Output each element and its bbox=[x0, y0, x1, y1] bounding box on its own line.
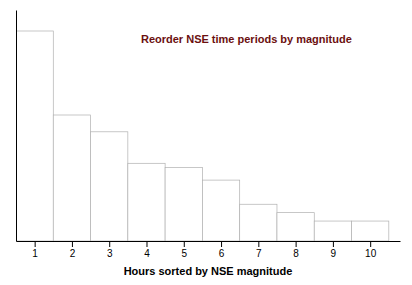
x-tick-label: 4 bbox=[144, 248, 150, 259]
x-tick-mark bbox=[146, 241, 147, 247]
x-tick: 7 bbox=[256, 241, 262, 259]
x-tick-label: 8 bbox=[293, 248, 299, 259]
bar bbox=[91, 132, 128, 241]
bars bbox=[16, 31, 389, 241]
plot-area: 1 2 3 4 5 6 7 8 9 10 Reorder NSE time periods by m… bbox=[16, 11, 401, 260]
chart-container: 1 2 3 4 5 6 7 8 9 10 Reorder NSE time periods by m… bbox=[0, 0, 412, 285]
x-tick: 10 bbox=[365, 241, 377, 259]
x-tick: 4 bbox=[144, 241, 150, 259]
chart-svg: 1 2 3 4 5 6 7 8 9 10 Reorder NSE time periods by m… bbox=[0, 0, 412, 285]
x-tick-mark bbox=[109, 241, 110, 247]
x-tick-mark bbox=[333, 241, 334, 247]
x-tick-mark bbox=[35, 241, 36, 247]
x-axis-title: Hours sorted by NSE magnitude bbox=[124, 265, 293, 277]
x-tick-label: 7 bbox=[256, 248, 262, 259]
bar bbox=[240, 204, 277, 241]
x-tick-mark bbox=[370, 241, 371, 247]
title: Reorder NSE time periods by magnitude bbox=[141, 33, 352, 45]
x-tick-label: 2 bbox=[70, 248, 76, 259]
x-tick-label: 10 bbox=[365, 248, 377, 259]
y-axis-line bbox=[16, 11, 17, 242]
bar bbox=[352, 221, 389, 241]
x-tick-mark bbox=[221, 241, 222, 247]
bar bbox=[165, 168, 202, 242]
x-tick: 8 bbox=[293, 241, 299, 259]
x-axis: 1 2 3 4 5 6 7 8 9 10 bbox=[17, 241, 401, 259]
x-tick-label: 1 bbox=[32, 248, 38, 259]
x-axis-line bbox=[17, 241, 401, 242]
bar bbox=[16, 31, 53, 241]
y-axis bbox=[16, 11, 17, 242]
x-tick-mark bbox=[72, 241, 73, 247]
bar bbox=[202, 180, 239, 241]
x-tick-mark bbox=[184, 241, 185, 247]
bar bbox=[128, 163, 165, 241]
bar bbox=[277, 213, 314, 241]
x-tick-label: 6 bbox=[219, 248, 225, 259]
x-tick-mark bbox=[296, 241, 297, 247]
x-tick: 2 bbox=[70, 241, 76, 259]
x-tick-label: 3 bbox=[107, 248, 113, 259]
x-tick: 3 bbox=[107, 241, 113, 259]
x-tick-label: 5 bbox=[181, 248, 187, 259]
x-tick: 6 bbox=[219, 241, 225, 259]
x-tick: 9 bbox=[331, 241, 337, 259]
x-tick-label: 9 bbox=[331, 248, 337, 259]
bar bbox=[314, 221, 351, 241]
x-tick: 1 bbox=[32, 241, 38, 259]
x-tick: 5 bbox=[181, 241, 187, 259]
x-tick-mark bbox=[258, 241, 259, 247]
bar bbox=[53, 115, 90, 241]
